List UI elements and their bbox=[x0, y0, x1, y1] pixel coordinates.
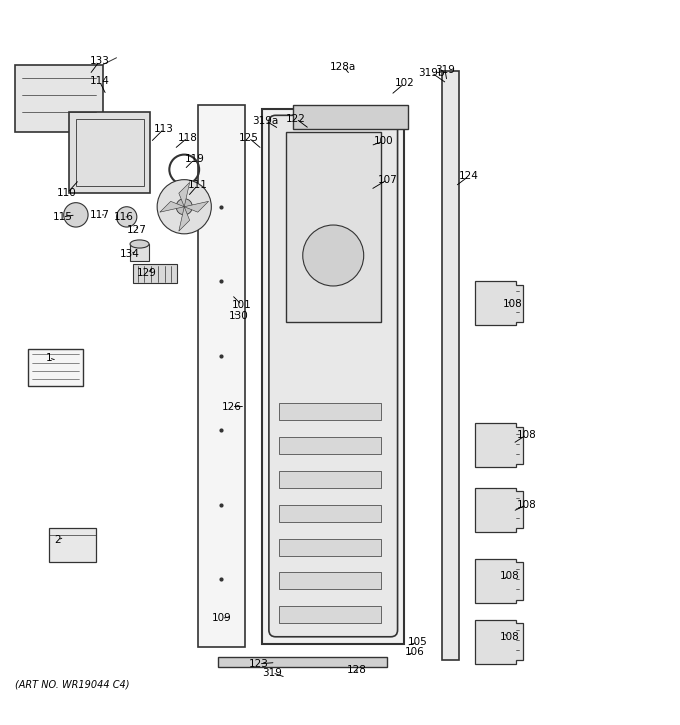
Polygon shape bbox=[475, 559, 523, 603]
Text: 123: 123 bbox=[249, 659, 269, 669]
Text: 111: 111 bbox=[188, 180, 207, 190]
Polygon shape bbox=[279, 539, 381, 555]
Text: 115: 115 bbox=[52, 212, 72, 222]
Text: 130: 130 bbox=[228, 312, 248, 321]
Text: 1: 1 bbox=[46, 353, 52, 362]
Bar bbox=[262, 109, 405, 644]
Polygon shape bbox=[475, 488, 523, 532]
Text: 319a: 319a bbox=[252, 116, 279, 125]
Text: 128a: 128a bbox=[330, 62, 356, 72]
Polygon shape bbox=[475, 281, 523, 326]
Text: 108: 108 bbox=[503, 299, 522, 309]
Polygon shape bbox=[279, 573, 381, 589]
Polygon shape bbox=[179, 207, 190, 231]
Text: 107: 107 bbox=[377, 175, 397, 185]
Text: 133: 133 bbox=[90, 56, 109, 66]
Text: 108: 108 bbox=[516, 430, 536, 440]
Text: 101: 101 bbox=[232, 300, 252, 310]
Polygon shape bbox=[279, 403, 381, 420]
Bar bbox=[130, 244, 149, 261]
Text: 122: 122 bbox=[286, 114, 306, 124]
Text: 119: 119 bbox=[184, 154, 204, 165]
Text: (ART NO. WR19044 C4): (ART NO. WR19044 C4) bbox=[15, 679, 129, 689]
Text: 319b: 319b bbox=[418, 67, 445, 78]
Text: 105: 105 bbox=[408, 637, 428, 647]
Circle shape bbox=[303, 225, 364, 286]
Circle shape bbox=[116, 207, 137, 227]
FancyBboxPatch shape bbox=[269, 115, 398, 637]
Text: 102: 102 bbox=[394, 78, 414, 88]
Text: 118: 118 bbox=[177, 133, 198, 143]
Text: 134: 134 bbox=[120, 249, 140, 259]
Text: 109: 109 bbox=[211, 613, 231, 624]
Circle shape bbox=[157, 180, 211, 234]
Polygon shape bbox=[184, 202, 209, 212]
Bar bbox=[69, 112, 150, 193]
Text: 124: 124 bbox=[459, 171, 479, 181]
Ellipse shape bbox=[130, 240, 149, 248]
Circle shape bbox=[64, 203, 88, 227]
Bar bbox=[49, 529, 96, 563]
Text: 125: 125 bbox=[239, 133, 258, 143]
Text: 108: 108 bbox=[516, 500, 536, 510]
Text: 116: 116 bbox=[114, 212, 133, 222]
Bar bbox=[29, 349, 83, 386]
Text: 128: 128 bbox=[347, 665, 367, 675]
Text: 110: 110 bbox=[57, 188, 77, 198]
Bar bbox=[441, 71, 458, 660]
Text: 319: 319 bbox=[262, 668, 282, 678]
Text: 108: 108 bbox=[499, 631, 520, 642]
Bar bbox=[76, 119, 143, 186]
Text: 319: 319 bbox=[435, 65, 455, 75]
Text: 106: 106 bbox=[405, 647, 424, 658]
Polygon shape bbox=[475, 423, 523, 468]
Bar bbox=[15, 65, 103, 132]
Text: 117: 117 bbox=[90, 210, 109, 220]
Polygon shape bbox=[292, 105, 408, 129]
Text: 127: 127 bbox=[127, 225, 147, 236]
Bar bbox=[133, 265, 177, 283]
Text: 114: 114 bbox=[90, 76, 109, 86]
Bar bbox=[286, 132, 381, 322]
Polygon shape bbox=[475, 620, 523, 664]
Circle shape bbox=[176, 199, 192, 215]
Bar bbox=[198, 105, 245, 647]
Text: 100: 100 bbox=[374, 136, 394, 146]
Text: 129: 129 bbox=[137, 268, 157, 278]
Text: 126: 126 bbox=[222, 402, 241, 412]
Text: 2: 2 bbox=[54, 535, 61, 545]
Polygon shape bbox=[218, 657, 388, 667]
Polygon shape bbox=[160, 202, 184, 212]
Polygon shape bbox=[279, 471, 381, 488]
Polygon shape bbox=[179, 183, 190, 207]
Text: 108: 108 bbox=[499, 571, 520, 581]
Polygon shape bbox=[279, 606, 381, 624]
Text: 113: 113 bbox=[154, 124, 174, 134]
Polygon shape bbox=[279, 437, 381, 454]
Polygon shape bbox=[279, 505, 381, 522]
